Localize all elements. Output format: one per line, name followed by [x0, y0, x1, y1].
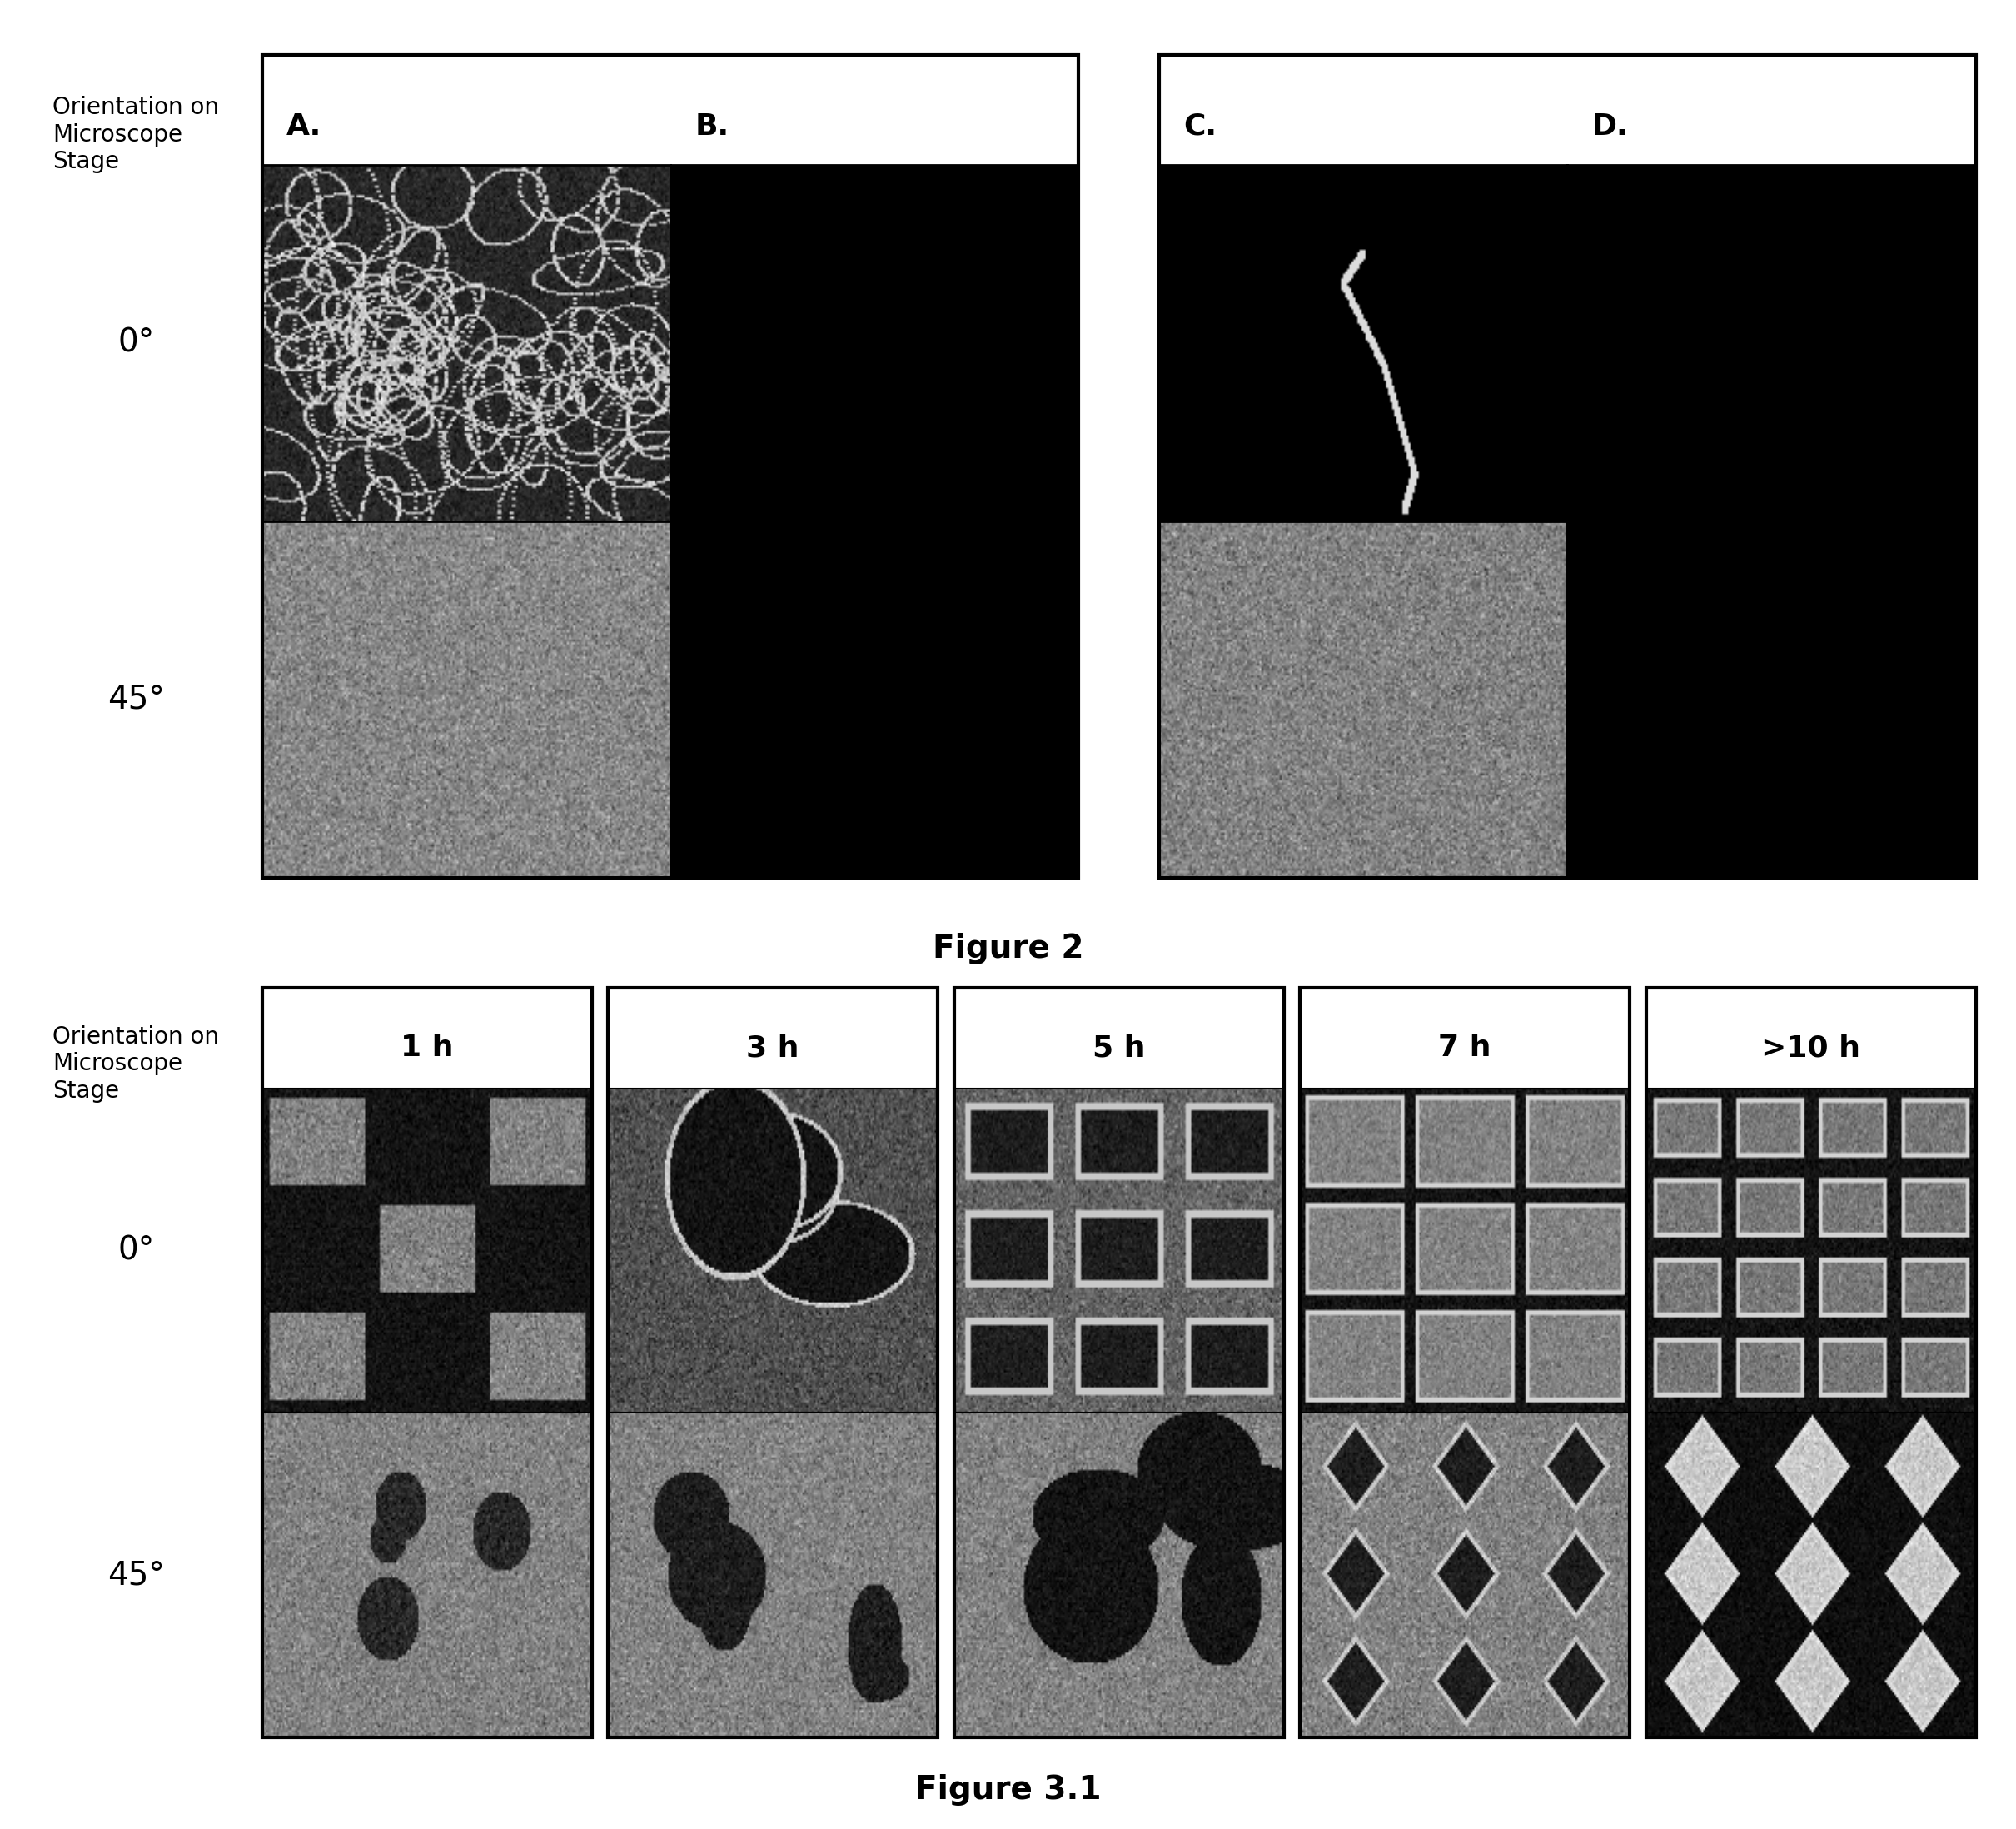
- Text: 5 h: 5 h: [1093, 1033, 1145, 1063]
- Text: C.: C.: [1183, 112, 1218, 141]
- Text: B.: B.: [696, 112, 730, 141]
- Text: 3 h: 3 h: [746, 1033, 800, 1063]
- Text: Figure 2: Figure 2: [933, 933, 1083, 964]
- Text: A.: A.: [286, 112, 323, 141]
- Text: Orientation on
Microscope
Stage: Orientation on Microscope Stage: [52, 1024, 220, 1103]
- Text: 45°: 45°: [107, 684, 165, 715]
- Text: 7 h: 7 h: [1437, 1033, 1492, 1063]
- Text: 0°: 0°: [117, 327, 155, 358]
- Text: >10 h: >10 h: [1762, 1033, 1861, 1063]
- Text: 0°: 0°: [117, 1235, 155, 1266]
- Text: 45°: 45°: [107, 1560, 165, 1591]
- Text: Orientation on
Microscope
Stage: Orientation on Microscope Stage: [52, 95, 220, 174]
- Text: Figure 3.1: Figure 3.1: [915, 1774, 1101, 1805]
- Text: D.: D.: [1593, 112, 1629, 141]
- Text: 1 h: 1 h: [401, 1033, 454, 1063]
